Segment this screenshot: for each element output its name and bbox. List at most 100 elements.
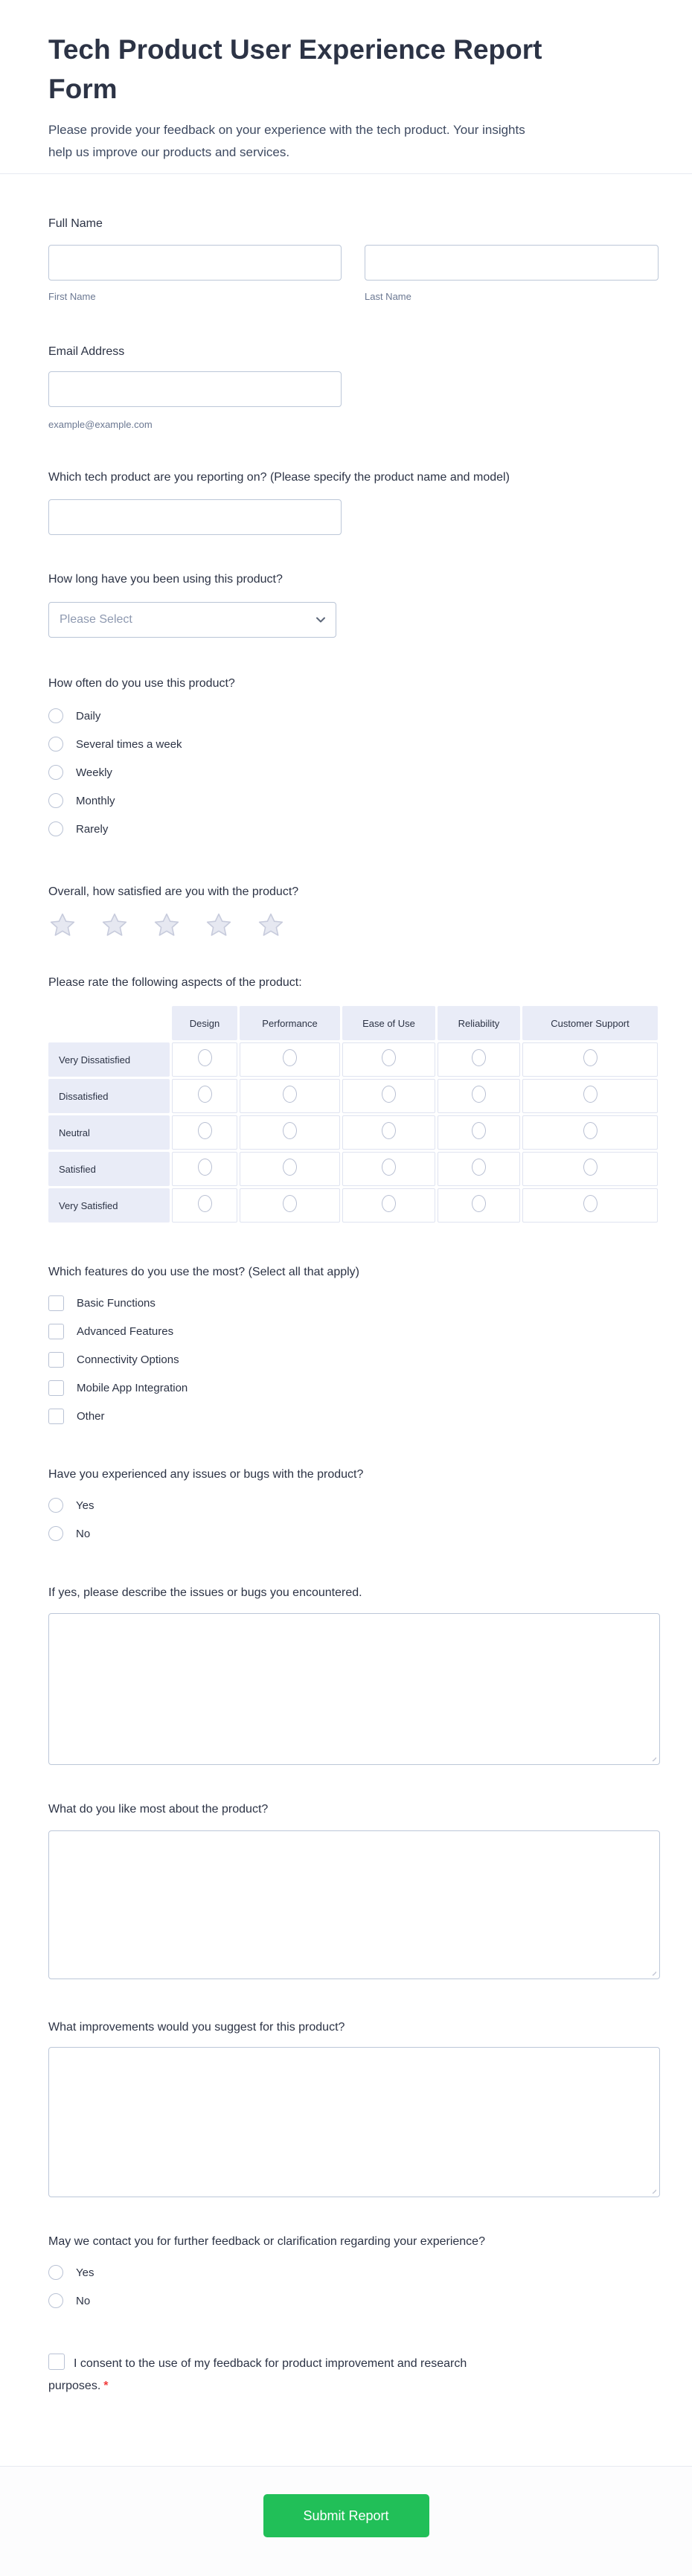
matrix-cell-satisfied-design[interactable] xyxy=(172,1152,237,1186)
like-most-textarea[interactable] xyxy=(48,1830,660,1979)
radio-icon[interactable] xyxy=(472,1122,486,1139)
radio-icon[interactable] xyxy=(283,1049,297,1066)
radio-icon[interactable] xyxy=(583,1049,598,1066)
radio-icon[interactable] xyxy=(283,1159,297,1176)
checkbox-icon[interactable] xyxy=(48,1408,64,1424)
matrix-cell-neutral-ease-of-use[interactable] xyxy=(342,1115,435,1150)
radio-icon[interactable] xyxy=(197,1159,212,1176)
features-question-label: Which features do you use the most? (Sel… xyxy=(48,1266,359,1278)
checkbox-icon[interactable] xyxy=(48,1295,64,1311)
radio-icon[interactable] xyxy=(197,1049,212,1066)
matrix-cell-dissatisfied-design[interactable] xyxy=(172,1079,237,1113)
matrix-cell-very-satisfied-performance[interactable] xyxy=(240,1188,340,1223)
product-input[interactable] xyxy=(48,499,342,535)
checkbox-option-basic-functions[interactable]: Basic Functions xyxy=(48,1295,661,1311)
matrix-cell-satisfied-performance[interactable] xyxy=(240,1152,340,1186)
star-icon[interactable] xyxy=(100,911,129,940)
matrix-cell-very-satisfied-ease-of-use[interactable] xyxy=(342,1188,435,1223)
radio-option-no[interactable]: No xyxy=(48,2293,661,2308)
matrix-cell-very-satisfied-customer-support[interactable] xyxy=(522,1188,658,1223)
matrix-cell-very-dissatisfied-performance[interactable] xyxy=(240,1042,340,1077)
radio-icon[interactable] xyxy=(583,1086,598,1103)
checkbox-option-advanced-features[interactable]: Advanced Features xyxy=(48,1323,661,1339)
radio-icon[interactable] xyxy=(197,1195,212,1212)
last-name-input[interactable] xyxy=(365,245,659,281)
matrix-cell-very-satisfied-reliability[interactable] xyxy=(438,1188,520,1223)
radio-icon[interactable] xyxy=(382,1195,396,1212)
improvements-textarea[interactable] xyxy=(48,2047,660,2197)
option-label: Rarely xyxy=(76,822,109,836)
matrix-cell-dissatisfied-reliability[interactable] xyxy=(438,1079,520,1113)
radio-icon[interactable] xyxy=(472,1159,486,1176)
checkbox-option-other[interactable]: Other xyxy=(48,1408,661,1424)
matrix-cell-satisfied-ease-of-use[interactable] xyxy=(342,1152,435,1186)
radio-icon[interactable] xyxy=(382,1159,396,1176)
radio-icon[interactable] xyxy=(382,1122,396,1139)
checkbox-option-connectivity-options[interactable]: Connectivity Options xyxy=(48,1351,661,1368)
radio-icon[interactable] xyxy=(472,1195,486,1212)
like-most-label: What do you like most about the product? xyxy=(48,1803,269,1816)
radio-icon[interactable] xyxy=(48,793,63,808)
radio-option-weekly[interactable]: Weekly xyxy=(48,765,661,780)
radio-icon[interactable] xyxy=(48,2293,63,2308)
checkbox-icon[interactable] xyxy=(48,1323,64,1339)
submit-report-button[interactable]: Submit Report xyxy=(263,2494,429,2537)
matrix-cell-very-dissatisfied-reliability[interactable] xyxy=(438,1042,520,1077)
radio-icon[interactable] xyxy=(283,1195,297,1212)
first-name-input[interactable] xyxy=(48,245,342,281)
features-checkbox-group: Basic Functions Advanced Features Connecti… xyxy=(48,1295,661,1424)
issues-description-textarea[interactable] xyxy=(48,1613,660,1765)
radio-option-rarely[interactable]: Rarely xyxy=(48,821,661,836)
matrix-cell-dissatisfied-customer-support[interactable] xyxy=(522,1079,658,1113)
star-icon[interactable] xyxy=(48,911,77,940)
matrix-cell-very-dissatisfied-ease-of-use[interactable] xyxy=(342,1042,435,1077)
radio-icon[interactable] xyxy=(583,1122,598,1139)
checkbox-icon[interactable] xyxy=(48,1351,64,1368)
radio-icon[interactable] xyxy=(48,765,63,780)
radio-option-monthly[interactable]: Monthly xyxy=(48,793,661,808)
radio-icon[interactable] xyxy=(48,708,63,723)
matrix-cell-neutral-customer-support[interactable] xyxy=(522,1115,658,1150)
matrix-cell-very-dissatisfied-customer-support[interactable] xyxy=(522,1042,658,1077)
matrix-header-row: Design Performance Ease of Use Reliability C… xyxy=(48,1006,658,1040)
radio-icon[interactable] xyxy=(472,1049,486,1066)
matrix-cell-dissatisfied-performance[interactable] xyxy=(240,1079,340,1113)
star-icon[interactable] xyxy=(205,911,233,940)
star-icon[interactable] xyxy=(257,911,285,940)
matrix-cell-neutral-performance[interactable] xyxy=(240,1115,340,1150)
email-input[interactable] xyxy=(48,371,342,407)
radio-option-daily[interactable]: Daily xyxy=(48,708,661,723)
radio-icon[interactable] xyxy=(382,1086,396,1103)
radio-icon[interactable] xyxy=(382,1049,396,1066)
radio-option-several-times-a-week[interactable]: Several times a week xyxy=(48,737,661,752)
radio-icon[interactable] xyxy=(48,1498,63,1513)
checkbox-option-mobile-app-integration[interactable]: Mobile App Integration xyxy=(48,1380,661,1396)
option-label: Several times a week xyxy=(76,737,182,751)
radio-icon[interactable] xyxy=(48,1526,63,1541)
checkbox-icon[interactable] xyxy=(48,1380,64,1396)
matrix-cell-satisfied-customer-support[interactable] xyxy=(522,1152,658,1186)
duration-select-box[interactable]: Please Select xyxy=(48,602,336,638)
matrix-cell-neutral-reliability[interactable] xyxy=(438,1115,520,1150)
radio-icon[interactable] xyxy=(197,1086,212,1103)
matrix-cell-satisfied-reliability[interactable] xyxy=(438,1152,520,1186)
radio-option-yes[interactable]: Yes xyxy=(48,2265,661,2280)
matrix-cell-very-dissatisfied-design[interactable] xyxy=(172,1042,237,1077)
matrix-cell-neutral-design[interactable] xyxy=(172,1115,237,1150)
matrix-cell-very-satisfied-design[interactable] xyxy=(172,1188,237,1223)
radio-icon[interactable] xyxy=(283,1122,297,1139)
star-icon[interactable] xyxy=(153,911,181,940)
radio-icon[interactable] xyxy=(48,821,63,836)
consent-checkbox[interactable] xyxy=(48,2354,65,2370)
radio-icon[interactable] xyxy=(48,737,63,752)
radio-icon[interactable] xyxy=(283,1086,297,1103)
matrix-cell-dissatisfied-ease-of-use[interactable] xyxy=(342,1079,435,1113)
radio-icon[interactable] xyxy=(472,1086,486,1103)
radio-icon[interactable] xyxy=(48,2265,63,2280)
radio-option-yes[interactable]: Yes xyxy=(48,1498,661,1513)
duration-select[interactable]: Please Select xyxy=(48,602,336,638)
radio-icon[interactable] xyxy=(583,1159,598,1176)
radio-option-no[interactable]: No xyxy=(48,1526,661,1541)
radio-icon[interactable] xyxy=(583,1195,598,1212)
radio-icon[interactable] xyxy=(197,1122,212,1139)
